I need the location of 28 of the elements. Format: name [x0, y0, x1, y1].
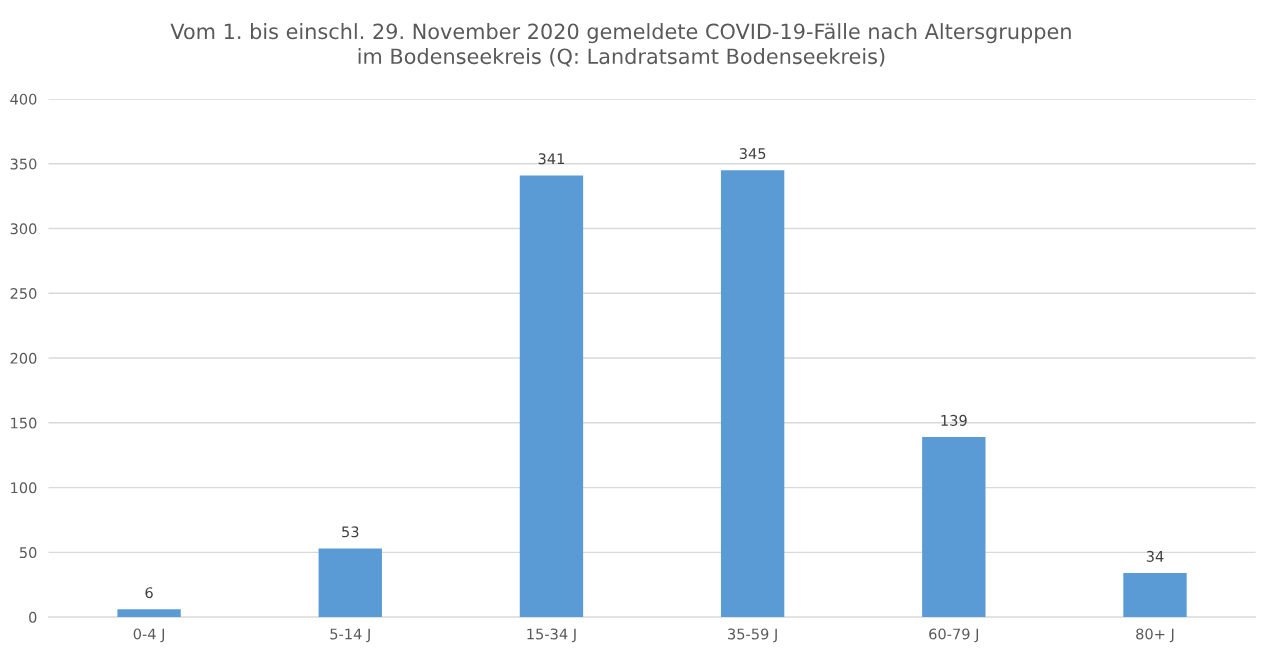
bar — [519, 175, 584, 618]
y-tick-label: 50 — [19, 547, 37, 559]
y-tick-label: 200 — [10, 352, 37, 364]
bar — [922, 437, 986, 618]
x-tick-label: 15-34 J — [527, 628, 576, 643]
bar — [117, 609, 181, 618]
data-label: 345 — [739, 148, 766, 160]
data-label: 6 — [145, 587, 153, 599]
bar — [720, 170, 785, 618]
x-tick-label: 5-14 J — [330, 628, 370, 643]
bar — [1123, 573, 1187, 618]
x-tick-label: 80+ J — [1136, 628, 1174, 643]
y-tick-label: 0 — [29, 611, 37, 623]
data-label: 341 — [538, 153, 565, 165]
x-tick-label: 0-4 J — [133, 628, 165, 643]
y-tick-label: 300 — [10, 223, 37, 235]
y-tick-label: 250 — [10, 288, 37, 300]
y-tick-label: 100 — [11, 482, 37, 494]
y-tick-label: 150 — [11, 417, 37, 429]
x-tick-label: 60-79 J — [929, 628, 979, 643]
bar — [318, 548, 382, 618]
y-tick-label: 350 — [10, 158, 37, 170]
x-tick-label: 35-59 J — [728, 628, 777, 643]
data-label: 34 — [1146, 550, 1164, 562]
data-label: 139 — [941, 414, 967, 426]
data-label: 53 — [342, 526, 359, 538]
y-tick-label: 400 — [10, 93, 37, 105]
chart-title: Vom 1. bis einschl. 29. November 2020 gemeldete COVID-19-Fälle nach Altersgruppen im Bodenseekreis (Q: Landratsamt Bodenseekreis) — [170, 23, 1071, 67]
